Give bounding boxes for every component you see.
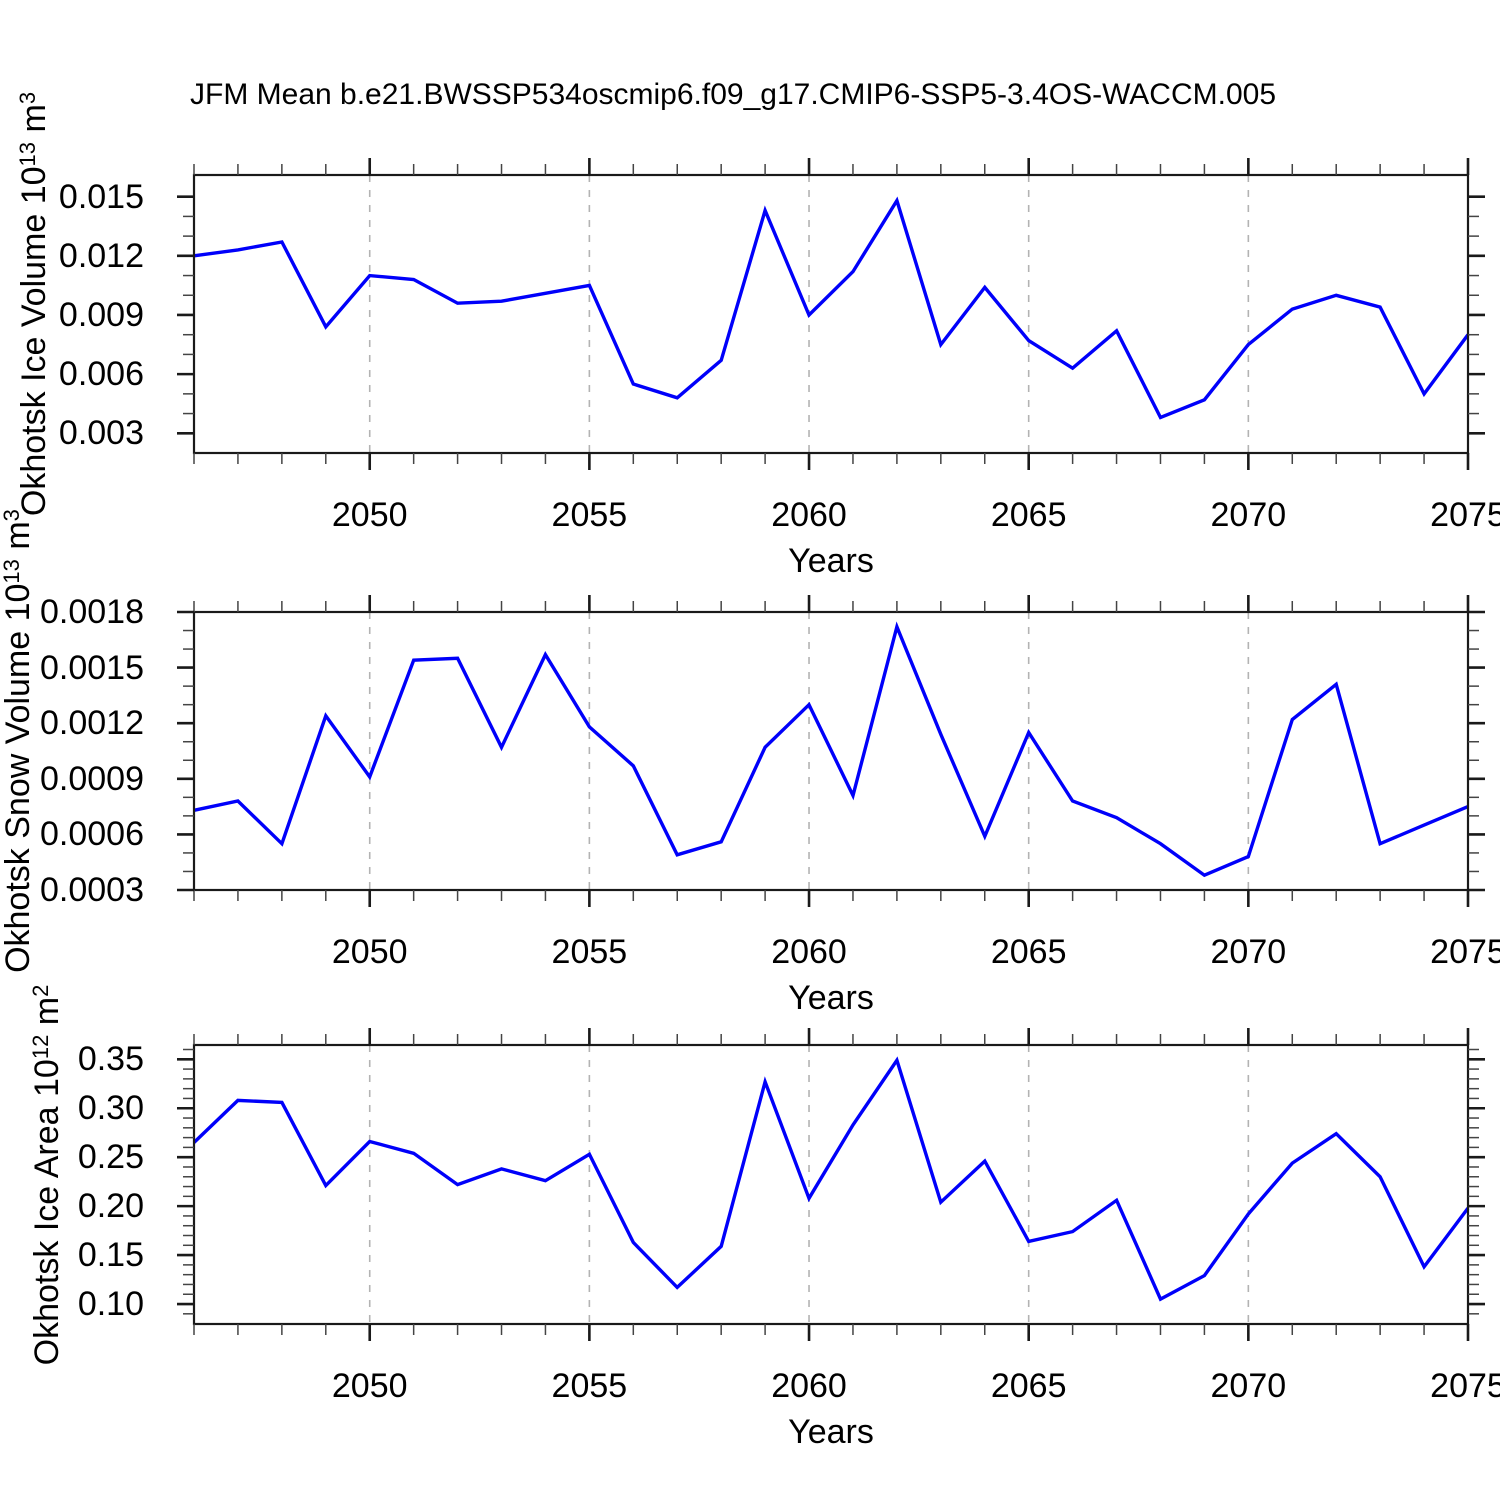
y-tick-label: 0.25 — [77, 1138, 144, 1177]
ice-area-plot — [177, 1028, 1485, 1341]
x-tick-label: 2075 — [1430, 1367, 1500, 1405]
y-tick-label: 0.30 — [77, 1089, 144, 1128]
x-tick-label: 2060 — [771, 496, 847, 534]
x-tick-label: 2050 — [331, 1367, 408, 1405]
superscript: 3 — [15, 91, 41, 105]
x-tick-label: 2065 — [990, 933, 1067, 971]
x-tick-label: 2055 — [551, 933, 628, 971]
y-tick-label: 0.009 — [58, 295, 144, 334]
y-tick-label: 0.0006 — [40, 815, 144, 854]
y-axis-title: Okhotsk Ice Area 1012 m2 — [28, 984, 66, 1365]
y-tick-label: 0.10 — [77, 1285, 144, 1324]
x-tick-label: 2055 — [551, 496, 628, 534]
x-tick-label: 2060 — [771, 933, 847, 971]
x-axis-title: Years — [788, 1413, 874, 1451]
y-tick-label: 0.0009 — [40, 759, 144, 798]
x-tick-label: 2075 — [1430, 933, 1500, 971]
plot-frame — [192, 610, 1470, 892]
data-line — [193, 196, 1470, 420]
y-tick-label: 0.0003 — [40, 871, 144, 909]
x-axis-title: Years — [788, 542, 874, 580]
y-tick-label: 0.35 — [77, 1040, 144, 1079]
y-tick-label: 0.20 — [77, 1187, 144, 1226]
snow-volume-plot — [177, 595, 1485, 907]
y-tick-label: 0.15 — [77, 1236, 144, 1275]
y-axis-title: Okhotsk Snow Volume 1013 m3 — [0, 509, 37, 973]
figure-title: JFM Mean b.e21.BWSSP534oscmip6.f09_g17.C… — [190, 78, 1277, 111]
x-tick-label: 2050 — [331, 496, 408, 534]
x-axis-title: Years — [788, 979, 874, 1017]
y-tick-label: 0.0012 — [40, 704, 144, 743]
y-tick-label: 0.015 — [58, 177, 144, 216]
x-tick-label: 2055 — [551, 1367, 628, 1405]
y-tick-label: 0.006 — [58, 355, 144, 394]
x-tick-label: 2070 — [1210, 933, 1287, 971]
ice-volume-plot — [177, 158, 1485, 470]
x-tick-label: 2065 — [990, 1367, 1067, 1405]
superscript: 13 — [0, 559, 24, 584]
x-tick-label: 2075 — [1430, 496, 1500, 534]
y-tick-label: 0.012 — [58, 236, 144, 275]
x-tick-label: 2065 — [990, 496, 1067, 534]
superscript: 3 — [0, 509, 24, 522]
superscript: 13 — [15, 141, 41, 167]
y-axis-title: Okhotsk Ice Volume 1013 m3 — [15, 91, 53, 517]
x-tick-label: 2070 — [1210, 1367, 1287, 1405]
x-tick-label: 2050 — [331, 933, 408, 971]
x-tick-label: 2070 — [1210, 496, 1287, 534]
y-tick-label: 0.0018 — [40, 593, 144, 631]
data-line — [192, 1056, 1470, 1302]
superscript: 12 — [28, 1034, 54, 1059]
plot-frame — [192, 1043, 1470, 1326]
y-tick-label: 0.0015 — [40, 648, 144, 687]
x-tick-label: 2060 — [771, 1367, 847, 1405]
y-tick-label: 0.003 — [58, 414, 144, 453]
plot-frame — [192, 173, 1470, 455]
data-line — [193, 621, 1469, 878]
superscript: 2 — [28, 984, 54, 997]
